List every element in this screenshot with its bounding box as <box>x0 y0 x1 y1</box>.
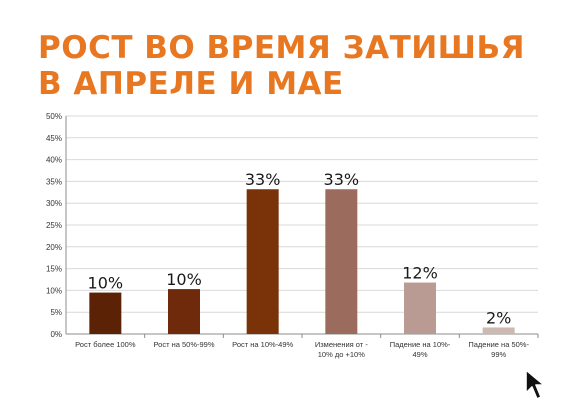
chart-data-labels: 10% 10% 33% 33% 12% 2% <box>88 170 512 327</box>
x-tick-label: Падение на 10%- <box>390 340 451 349</box>
bar <box>404 282 436 334</box>
x-tick-label: Рост на 10%-49% <box>232 340 293 349</box>
bar <box>325 189 358 334</box>
x-tick-label: Рост более 100% <box>75 340 136 349</box>
y-axis-ticks: 0% 5% 10% 15% 20% 25% 30% 35% 40% 45% 50% <box>46 112 62 339</box>
data-label: 33% <box>245 170 281 189</box>
mouse-pointer-icon <box>525 369 545 400</box>
y-tick-label: 30% <box>46 199 62 208</box>
slide-title: РОСТ ВО ВРЕМЯ ЗАТИШЬЯ В АПРЕЛЕ И МАЕ <box>38 30 525 102</box>
y-tick-label: 20% <box>46 243 62 252</box>
bar <box>89 292 122 334</box>
chart-bars <box>89 189 515 334</box>
chart-gridlines <box>65 115 538 335</box>
y-tick-label: 15% <box>46 265 62 274</box>
x-tick-label: Падение на 50%- <box>468 340 529 349</box>
y-tick-label: 45% <box>46 134 62 143</box>
data-label: 2% <box>486 308 511 327</box>
x-tick-label: 49% <box>412 350 427 359</box>
data-label: 10% <box>166 270 202 289</box>
bar <box>482 327 515 334</box>
x-axis-ticks: Рост более 100% Рост на 50%-99% Рост на 10… <box>75 334 539 359</box>
x-tick-label: Изменения от - <box>315 340 368 349</box>
data-label: 33% <box>324 170 360 189</box>
y-tick-label: 25% <box>46 221 62 230</box>
x-tick-label: 99% <box>491 350 506 359</box>
x-tick-label: Рост на 50%-99% <box>153 340 214 349</box>
y-tick-label: 0% <box>50 330 62 339</box>
y-tick-label: 35% <box>46 177 62 186</box>
data-label: 12% <box>402 264 438 283</box>
data-label: 10% <box>88 274 124 293</box>
y-tick-label: 5% <box>50 308 62 317</box>
y-tick-label: 40% <box>46 156 62 165</box>
y-tick-label: 50% <box>46 112 62 121</box>
y-tick-label: 10% <box>46 286 62 295</box>
bar <box>246 189 279 334</box>
x-tick-label: 10% до +10% <box>318 350 365 359</box>
bar <box>168 289 200 334</box>
